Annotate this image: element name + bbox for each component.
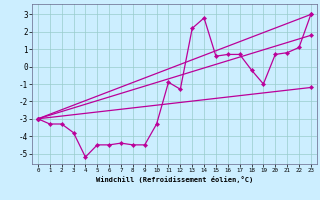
X-axis label: Windchill (Refroidissement éolien,°C): Windchill (Refroidissement éolien,°C) [96,176,253,183]
